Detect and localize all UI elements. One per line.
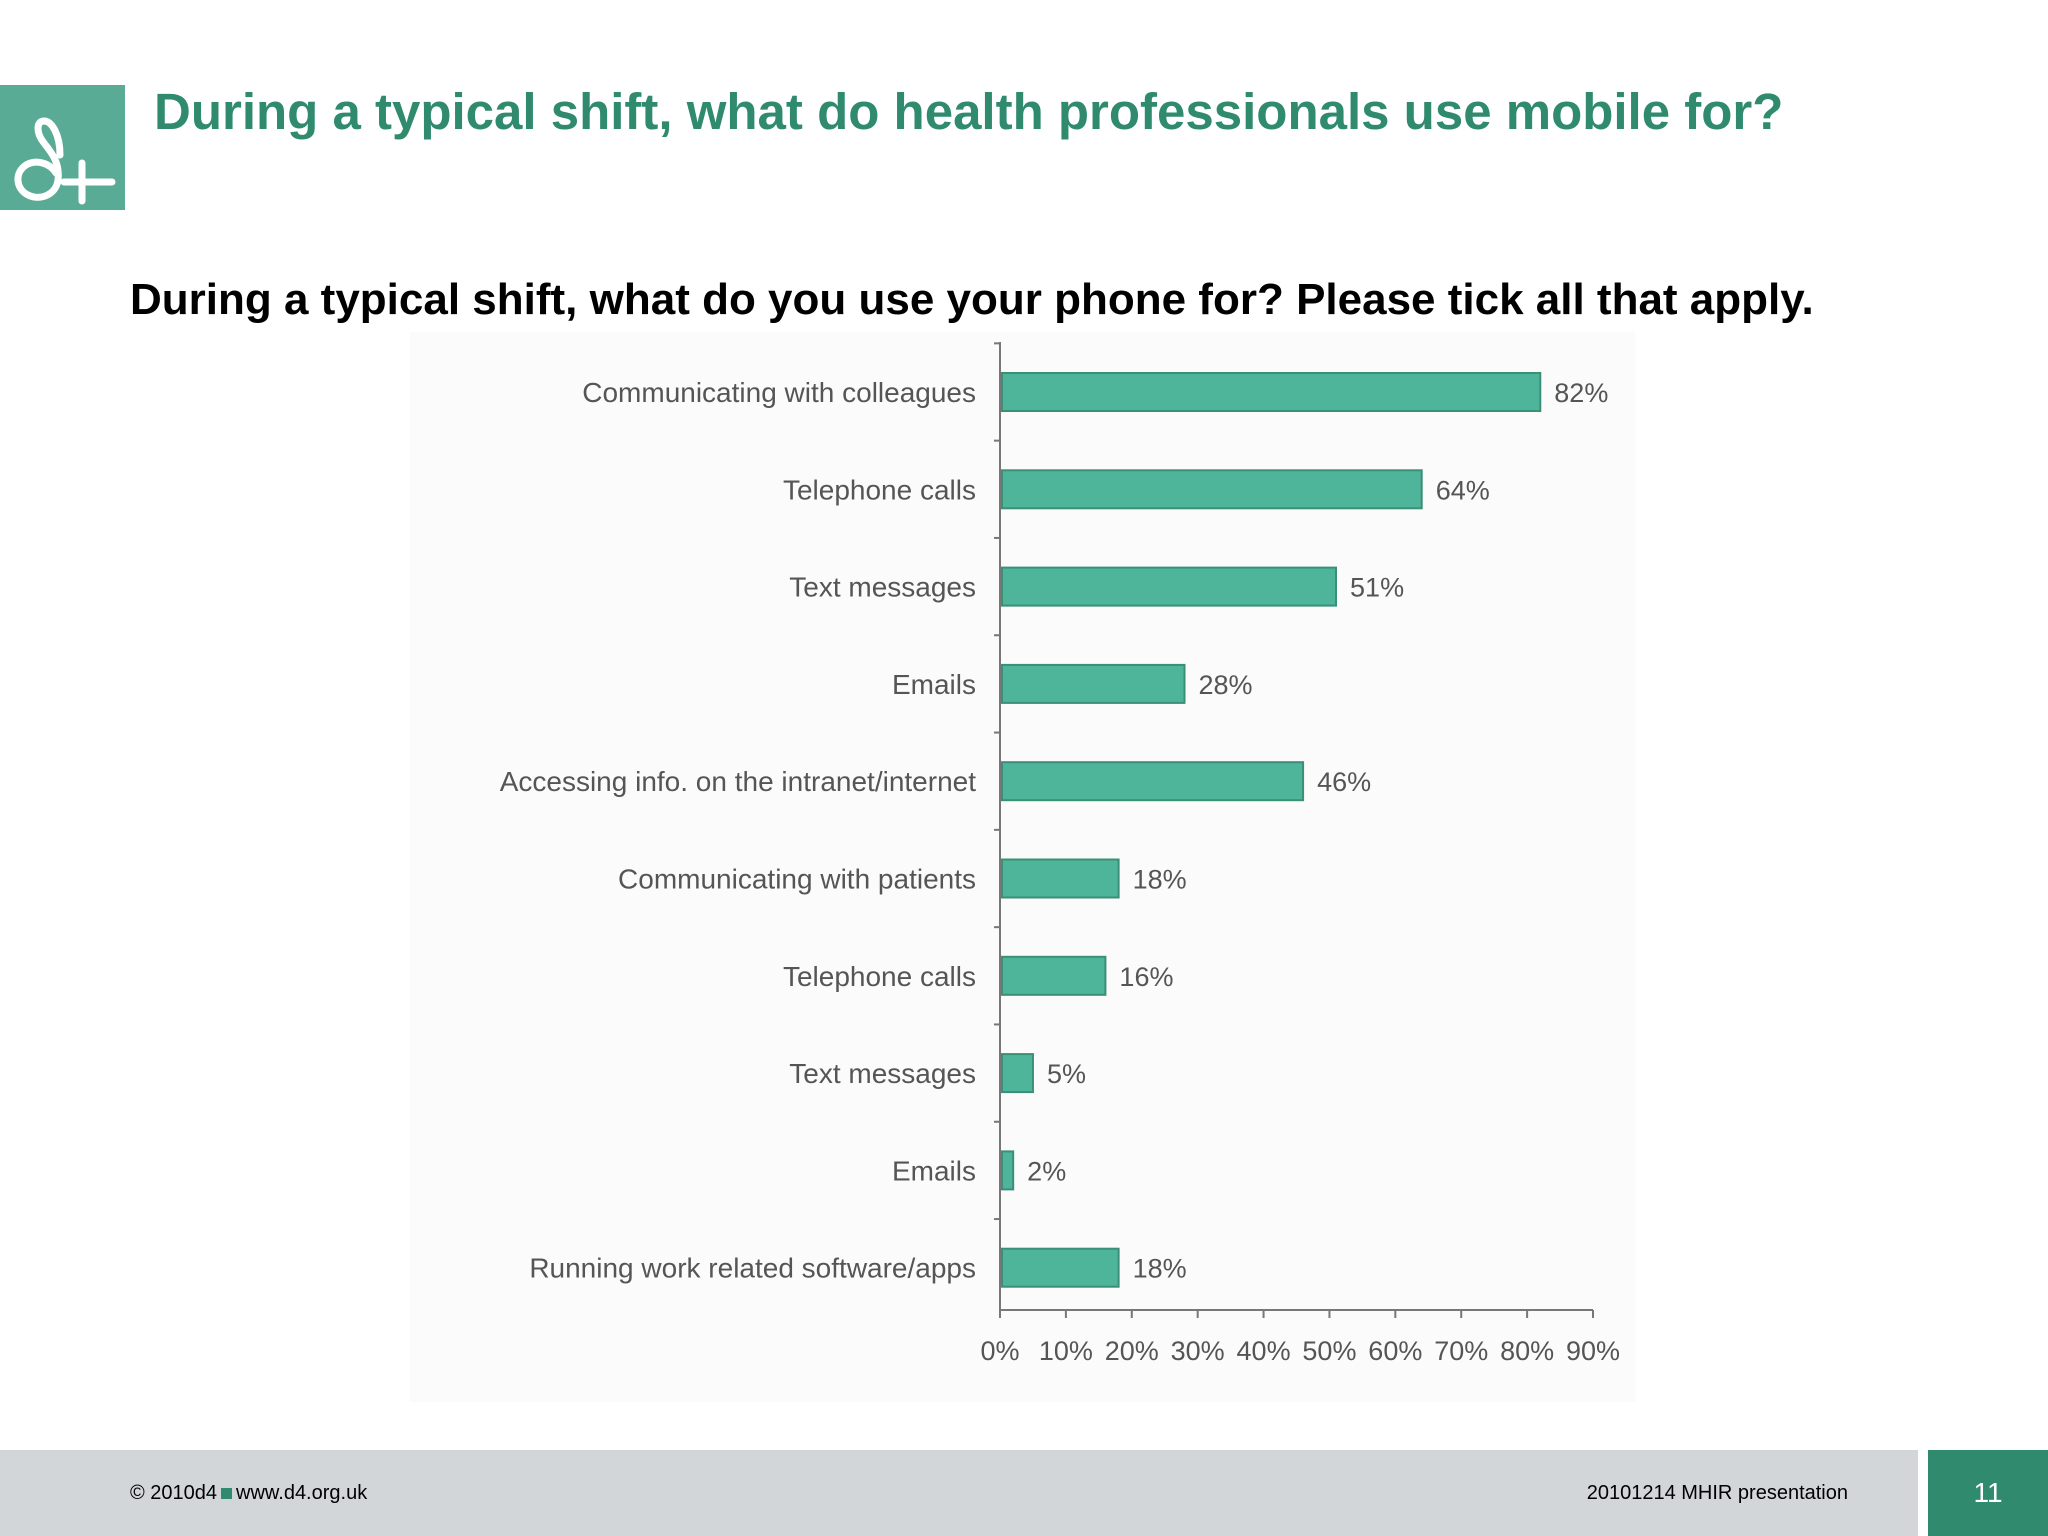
- data-label: 82%: [1554, 378, 1608, 408]
- bar: [1001, 1053, 1034, 1094]
- footer-bar: [0, 1450, 1918, 1536]
- category-label: Telephone calls: [783, 474, 976, 505]
- data-label: 2%: [1027, 1156, 1066, 1186]
- x-tick-label: 0%: [980, 1336, 1019, 1366]
- bar: [1001, 858, 1120, 899]
- copyright-text: © 2010d4: [130, 1482, 218, 1504]
- x-tick-label: 10%: [1039, 1336, 1093, 1366]
- bar: [1001, 663, 1186, 704]
- d4-logo: [0, 85, 125, 210]
- category-label: Communicating with patients: [618, 864, 976, 895]
- x-tick-label: 60%: [1368, 1336, 1422, 1366]
- data-label: 28%: [1198, 670, 1252, 700]
- category-label: Communicating with colleagues: [582, 377, 976, 408]
- website-link[interactable]: www.d4.org.uk: [236, 1482, 368, 1504]
- page-number-box: 11: [1928, 1450, 2048, 1536]
- bar: [1001, 1247, 1120, 1288]
- data-label: 5%: [1047, 1059, 1086, 1089]
- chart-canvas: Communicating with colleagues 82% Telephon…: [500, 342, 1620, 1366]
- data-label: 18%: [1133, 1254, 1187, 1284]
- bar: [1001, 372, 1542, 412]
- x-tick-label: 70%: [1434, 1336, 1488, 1366]
- x-tick-label: 50%: [1302, 1336, 1356, 1366]
- bar: [1001, 1150, 1015, 1191]
- data-label: 46%: [1317, 767, 1371, 797]
- x-tick-label: 20%: [1105, 1336, 1159, 1366]
- bar: [1001, 955, 1107, 996]
- category-label: Running work related software/apps: [529, 1253, 976, 1284]
- data-label: 16%: [1119, 962, 1173, 992]
- x-tick-label: 80%: [1500, 1336, 1554, 1366]
- data-label: 18%: [1133, 865, 1187, 895]
- d4-logo-icon: [14, 117, 116, 205]
- bar: [1001, 566, 1338, 607]
- category-label: Emails: [892, 1155, 976, 1186]
- x-tick-label: 90%: [1566, 1336, 1620, 1366]
- data-label: 51%: [1350, 573, 1404, 603]
- survey-question: During a typical shift, what do you use …: [130, 275, 1814, 324]
- category-label: Accessing info. on the intranet/internet: [500, 766, 977, 797]
- bar-chart: Communicating with colleagues 82% Telephon…: [410, 332, 1635, 1402]
- x-tick-label: 40%: [1237, 1336, 1291, 1366]
- x-tick-label: 30%: [1171, 1336, 1225, 1366]
- page-number: 11: [1973, 1477, 2003, 1508]
- footer-left: © 2010d4 www.d4.org.uk: [130, 1482, 367, 1505]
- bar: [1001, 469, 1423, 510]
- category-label: Emails: [892, 669, 976, 700]
- category-label: Telephone calls: [783, 961, 976, 992]
- data-label: 64%: [1436, 475, 1490, 505]
- bar: [1001, 761, 1305, 802]
- category-label: Text messages: [789, 572, 976, 603]
- category-label: Text messages: [789, 1058, 976, 1089]
- square-bullet-icon: [221, 1488, 233, 1499]
- presentation-label: 20101214 MHIR presentation: [1586, 1482, 1848, 1504]
- page-title: During a typical shift, what do health p…: [154, 83, 1784, 140]
